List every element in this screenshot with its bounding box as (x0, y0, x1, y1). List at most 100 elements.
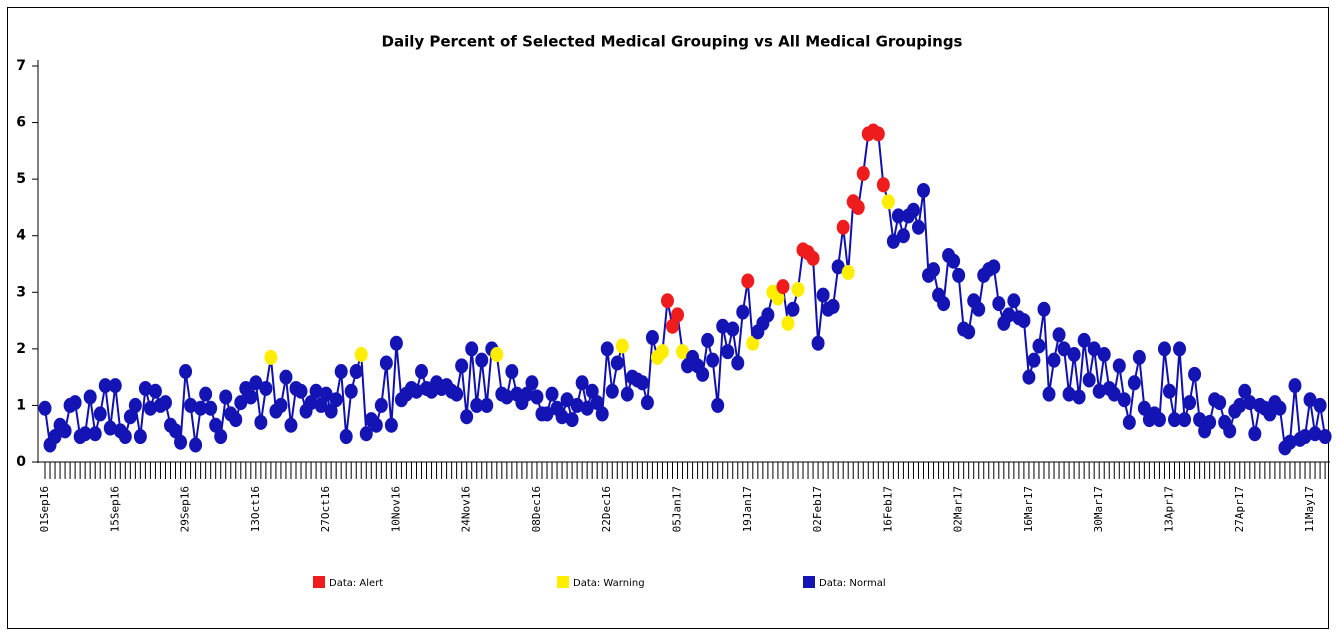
legend-swatch (803, 576, 815, 588)
data-point (927, 262, 941, 278)
data-point (791, 281, 805, 297)
data-point (254, 414, 268, 430)
legend-swatch (557, 576, 569, 588)
data-point (1223, 423, 1237, 439)
x-tick-label: 16Feb17 (881, 486, 894, 532)
data-point (1037, 301, 1051, 317)
data-point (460, 409, 474, 425)
x-tick-label: 15Sep16 (108, 486, 121, 532)
data-point (736, 304, 750, 320)
data-point (148, 383, 162, 399)
data-point (896, 228, 910, 244)
x-tick-label: 30Mar17 (1092, 486, 1105, 532)
x-tick-label: 10Nov16 (389, 486, 402, 532)
data-point (480, 397, 494, 413)
data-point (806, 250, 820, 266)
data-point (374, 397, 388, 413)
data-point (856, 165, 870, 181)
data-point (811, 335, 825, 351)
x-tick-label: 05Jan17 (671, 486, 684, 532)
data-point (1203, 414, 1217, 430)
data-point (284, 417, 298, 433)
y-tick-label: 0 (16, 454, 26, 470)
data-point (214, 429, 228, 445)
data-point (334, 363, 348, 379)
data-point (1122, 414, 1136, 430)
data-point (786, 301, 800, 317)
data-point (992, 296, 1006, 312)
data-point (660, 293, 674, 309)
data-point (595, 406, 609, 422)
data-point (545, 386, 559, 402)
data-point (816, 287, 830, 303)
data-point (133, 429, 147, 445)
data-point (199, 386, 213, 402)
data-point (68, 395, 82, 411)
data-point (1157, 341, 1171, 357)
data-point (701, 332, 715, 348)
x-tick-label: 29Sep16 (179, 486, 192, 532)
data-point (726, 321, 740, 337)
data-point (525, 375, 539, 391)
data-point (1188, 366, 1202, 382)
data-point (1082, 372, 1096, 388)
data-point (128, 397, 142, 413)
data-point (174, 434, 188, 450)
data-point (640, 395, 654, 411)
data-point (1022, 369, 1036, 385)
data-point (379, 355, 393, 371)
data-point (696, 366, 710, 382)
data-point (1027, 352, 1041, 368)
data-point (721, 344, 735, 360)
data-point (671, 307, 685, 323)
data-point (329, 392, 343, 408)
data-point (972, 301, 986, 317)
data-point (906, 202, 920, 218)
data-point (1313, 397, 1327, 413)
x-tick-label: 19Jan17 (741, 486, 754, 532)
data-point (505, 363, 519, 379)
data-point (741, 273, 755, 289)
y-tick-label: 1 (16, 397, 26, 413)
data-point (93, 406, 107, 422)
data-point (1152, 412, 1166, 428)
data-point (1127, 375, 1141, 391)
data-point (179, 363, 193, 379)
y-tick-label: 3 (16, 284, 26, 300)
data-point (38, 400, 52, 416)
data-point (1047, 352, 1061, 368)
data-point (731, 355, 745, 371)
data-point (836, 219, 850, 235)
x-tick-label: 11May17 (1303, 486, 1316, 532)
legend-label: Data: Normal (819, 578, 886, 589)
data-point (655, 344, 669, 360)
data-point (826, 298, 840, 314)
data-point (615, 338, 629, 354)
data-point (1117, 392, 1131, 408)
x-tick-label: 02Mar17 (952, 486, 965, 532)
data-point (565, 412, 579, 428)
data-point (415, 363, 428, 379)
data-point (58, 423, 72, 439)
legend-label: Data: Warning (573, 578, 645, 589)
y-tick-label: 6 (16, 115, 26, 131)
data-point (244, 389, 258, 405)
data-point (711, 397, 725, 413)
data-point (841, 264, 855, 280)
y-tick-label: 7 (16, 58, 26, 74)
data-point (274, 397, 288, 413)
data-point (781, 315, 795, 331)
x-tick-label: 02Feb17 (811, 486, 824, 532)
data-point (108, 378, 122, 394)
data-point (952, 267, 966, 283)
data-point (349, 363, 363, 379)
data-point (917, 182, 930, 198)
data-point (384, 417, 398, 433)
data-point (871, 126, 885, 142)
data-point (450, 386, 464, 402)
data-point (1072, 389, 1086, 405)
data-point (610, 355, 624, 371)
chart-title: Daily Percent of Selected Medical Groupi… (382, 33, 963, 51)
data-point (1248, 426, 1262, 442)
data-point (359, 426, 373, 442)
